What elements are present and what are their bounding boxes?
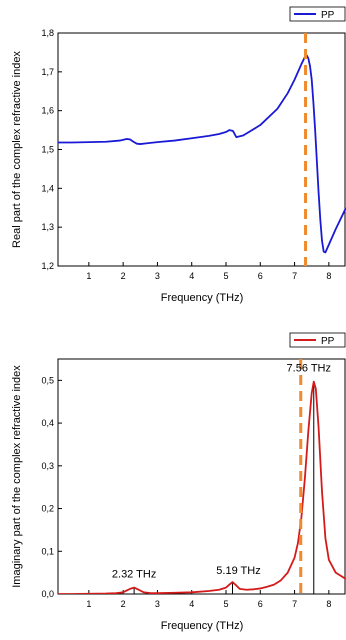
y-tick-label: 0,5 bbox=[41, 375, 54, 385]
x-axis-label: Frequency (THz) bbox=[161, 620, 244, 632]
peak-annotation: 5.19 THz bbox=[216, 565, 260, 577]
y-axis-label: Real part of the complex refractive inde… bbox=[11, 51, 23, 248]
y-tick-label: 1,8 bbox=[41, 28, 54, 38]
legend-box bbox=[289, 332, 346, 348]
legend-label: PP bbox=[321, 336, 335, 347]
plot-frame bbox=[57, 32, 346, 267]
peak-annotation: 7.56 THz bbox=[287, 363, 331, 375]
x-tick-label: 5 bbox=[223, 271, 228, 281]
x-tick-label: 4 bbox=[189, 271, 194, 281]
y-tick-label: 1,3 bbox=[41, 222, 54, 232]
x-tick-label: 1 bbox=[86, 271, 91, 281]
legend: PP bbox=[289, 332, 346, 348]
chart-1: 1 2 3 4 5 6 7 8 1,2 1,3 1,4 1,5 1,6 1,7 1,8 Frequency (… bbox=[11, 6, 346, 304]
x-tick-label: 2 bbox=[121, 599, 126, 609]
legend-box bbox=[289, 6, 346, 22]
x-axis-label: Frequency (THz) bbox=[161, 292, 244, 304]
x-tick-label: 4 bbox=[189, 599, 194, 609]
x-tick-label: 8 bbox=[326, 599, 331, 609]
y-tick-label: 0,0 bbox=[41, 589, 54, 599]
chart-2: 1 2 3 4 5 6 7 8 0,0 0,1 0,2 0,3 0,4 0,5 Frequency (THz… bbox=[11, 332, 346, 632]
y-tick-label: 1,4 bbox=[41, 183, 54, 193]
y-tick-label: 1,7 bbox=[41, 67, 54, 77]
plot-frame bbox=[57, 358, 346, 595]
y-tick-label: 0,1 bbox=[41, 546, 54, 556]
y-tick-label: 1,2 bbox=[41, 261, 54, 271]
series-line-1 bbox=[58, 54, 346, 254]
x-tick-label: 2 bbox=[121, 271, 126, 281]
series-line-1 bbox=[58, 380, 346, 594]
peak-annotation: 2.32 THz bbox=[112, 569, 156, 581]
y-tick-label: 1,6 bbox=[41, 106, 54, 116]
y-tick-label: 0,3 bbox=[41, 461, 54, 471]
x-tick-label: 3 bbox=[155, 271, 160, 281]
x-tick-label: 1 bbox=[86, 599, 91, 609]
legend-label: PP bbox=[321, 10, 335, 21]
x-tick-label: 8 bbox=[326, 271, 331, 281]
legend: PP bbox=[289, 6, 346, 22]
x-tick-label: 5 bbox=[223, 599, 228, 609]
y-tick-label: 0,2 bbox=[41, 504, 54, 514]
y-tick-label: 0,4 bbox=[41, 418, 54, 428]
x-tick-label: 7 bbox=[292, 271, 297, 281]
x-tick-label: 6 bbox=[258, 271, 263, 281]
y-axis-label: Imaginary part of the complex refractive… bbox=[11, 365, 23, 588]
x-tick-label: 3 bbox=[155, 599, 160, 609]
x-tick-label: 6 bbox=[258, 599, 263, 609]
y-tick-label: 1,5 bbox=[41, 145, 54, 155]
x-tick-label: 7 bbox=[292, 599, 297, 609]
